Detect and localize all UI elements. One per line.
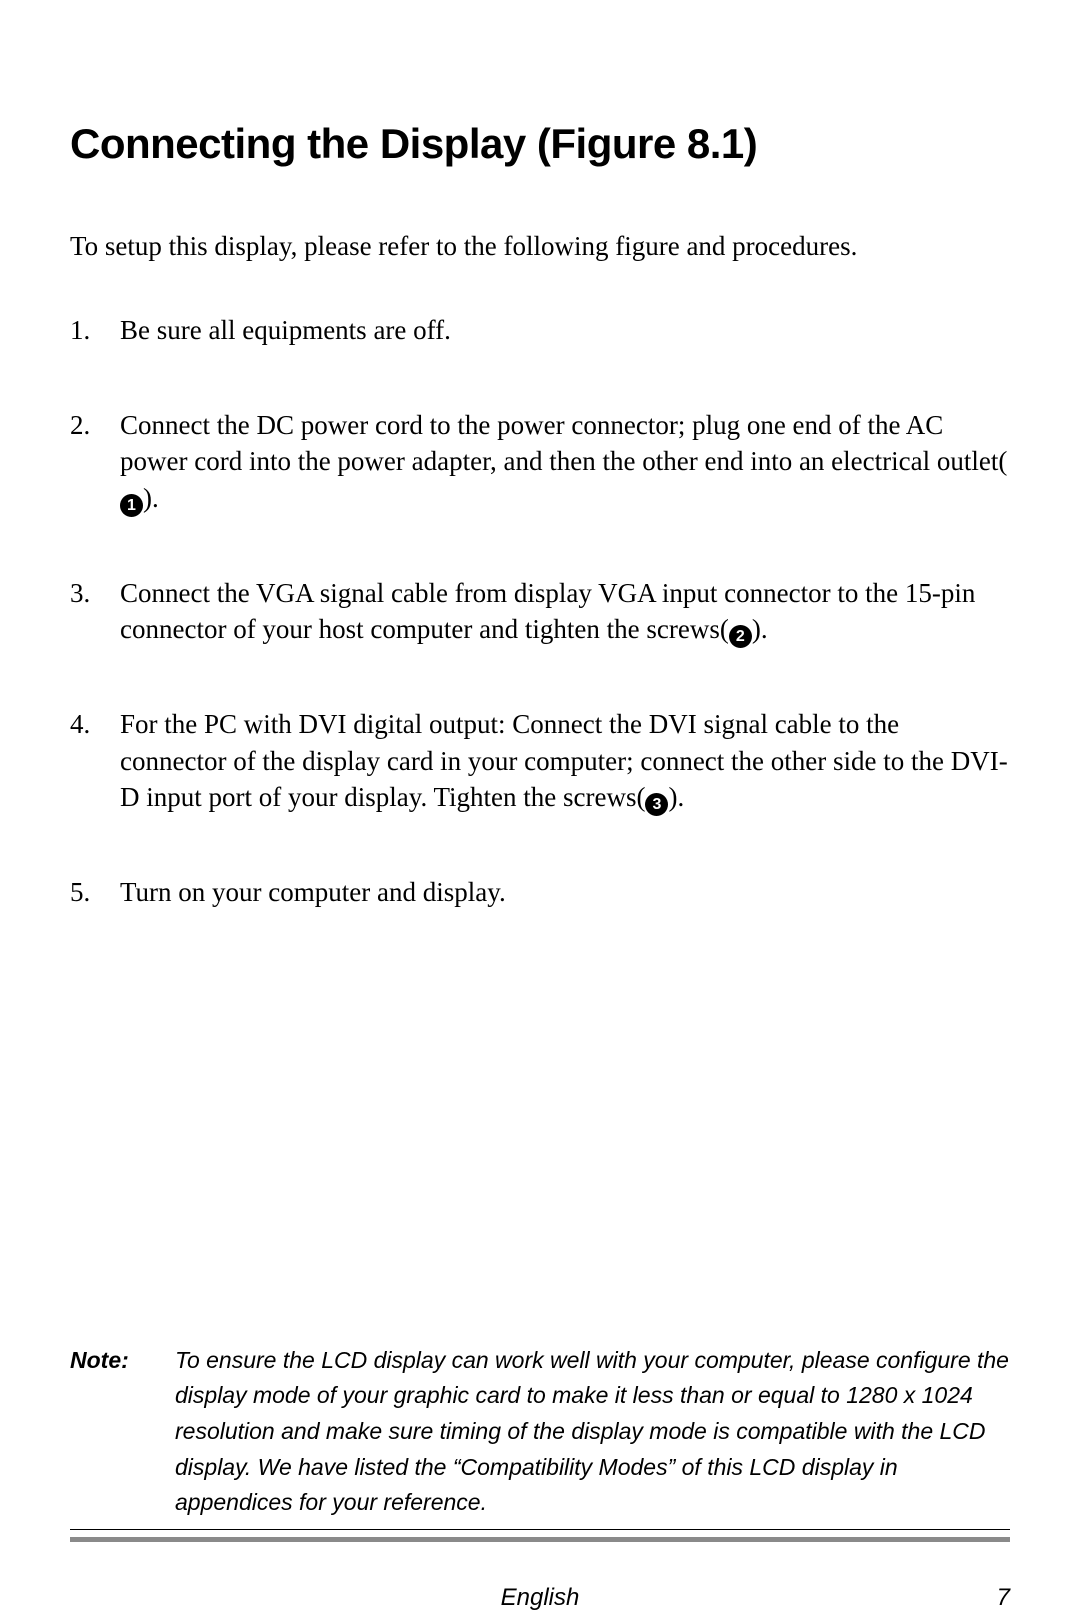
step-item: Turn on your computer and display. bbox=[70, 874, 1010, 910]
step-item: For the PC with DVI digital output: Conn… bbox=[70, 706, 1010, 816]
step-item: Connect the VGA signal cable from displa… bbox=[70, 575, 1010, 648]
footer-page-number: 7 bbox=[997, 1584, 1010, 1612]
intro-paragraph: To setup this display, please refer to t… bbox=[70, 228, 1010, 264]
reference-marker-icon: 3 bbox=[645, 793, 668, 816]
step-text-post: ). bbox=[143, 483, 159, 513]
footer-language: English bbox=[501, 1584, 580, 1612]
note-block: Note: To ensure the LCD display can work… bbox=[70, 1343, 1010, 1530]
step-text: Turn on your computer and display. bbox=[120, 877, 506, 907]
step-text-post: ). bbox=[668, 782, 684, 812]
footer-divider bbox=[70, 1537, 1010, 1542]
step-text: Connect the VGA signal cable from displa… bbox=[120, 578, 975, 644]
step-item: Connect the DC power cord to the power c… bbox=[70, 407, 1010, 517]
reference-marker-icon: 2 bbox=[729, 625, 752, 648]
step-item: Be sure all equipments are off. bbox=[70, 312, 1010, 348]
note-label: Note: bbox=[70, 1343, 175, 1521]
reference-marker-icon: 1 bbox=[120, 494, 143, 517]
note-body: To ensure the LCD display can work well … bbox=[175, 1343, 1010, 1521]
page-heading: Connecting the Display (Figure 8.1) bbox=[70, 120, 1010, 168]
step-text-post: ). bbox=[752, 614, 768, 644]
steps-list: Be sure all equipments are off. Connect … bbox=[70, 312, 1010, 910]
step-text: For the PC with DVI digital output: Conn… bbox=[120, 709, 1008, 812]
step-text: Be sure all equipments are off. bbox=[120, 315, 451, 345]
step-text: Connect the DC power cord to the power c… bbox=[120, 410, 1007, 476]
